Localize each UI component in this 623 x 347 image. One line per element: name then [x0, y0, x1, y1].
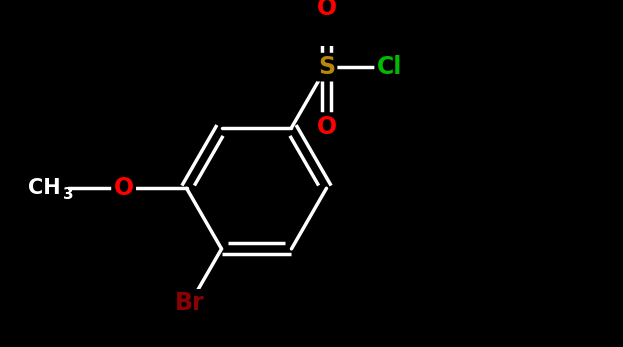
Text: O: O — [316, 0, 336, 20]
Text: S: S — [318, 55, 335, 79]
Text: Cl: Cl — [377, 55, 402, 79]
Text: O: O — [113, 176, 134, 200]
Text: 3: 3 — [64, 187, 74, 202]
Text: O: O — [316, 115, 336, 138]
Text: CH: CH — [28, 178, 60, 198]
Text: Br: Br — [175, 291, 205, 315]
